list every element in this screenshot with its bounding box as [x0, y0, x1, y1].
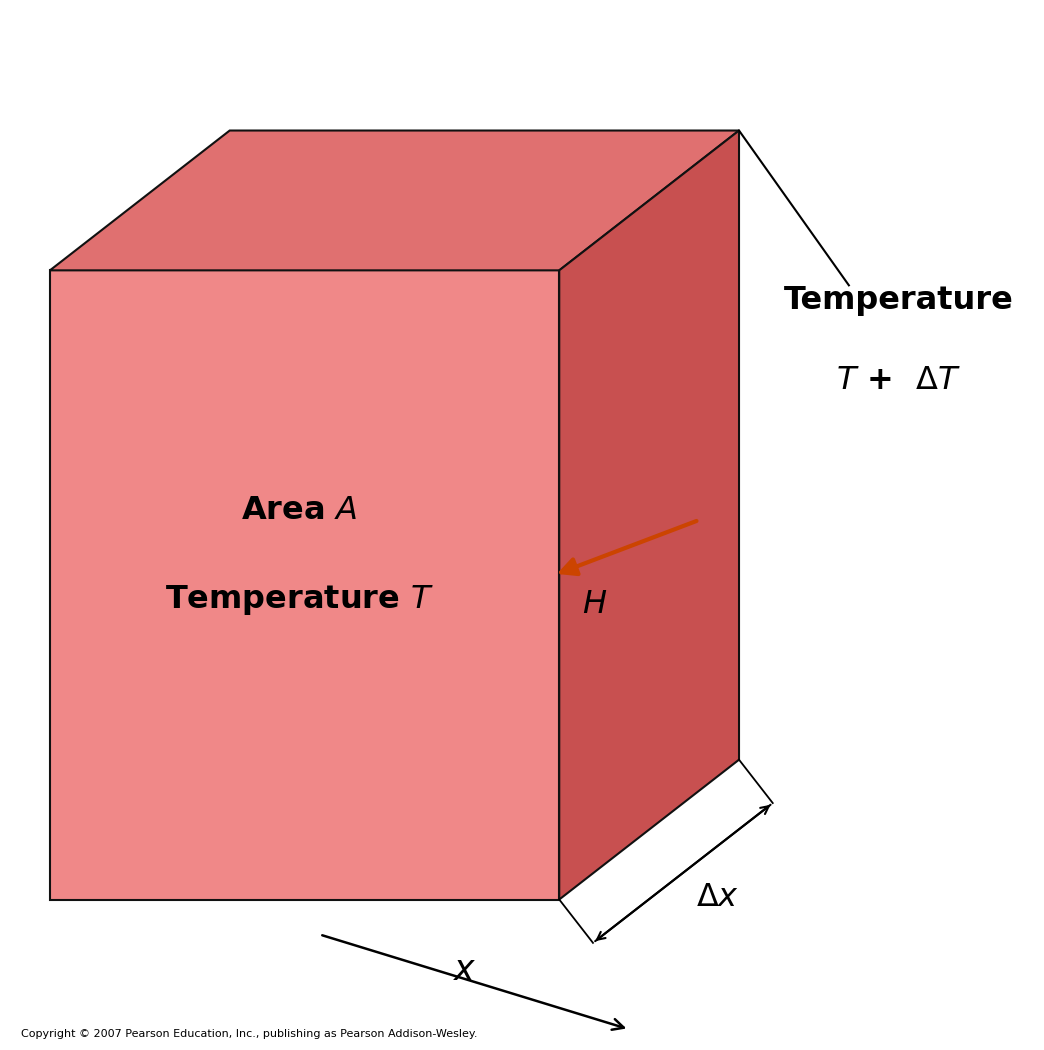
Text: Area $\mathit{A}$: Area $\mathit{A}$	[241, 495, 358, 525]
Text: $\mathit{T}$ +  $\Delta\mathit{T}$: $\mathit{T}$ + $\Delta\mathit{T}$	[836, 364, 962, 396]
Text: Temperature: Temperature	[784, 285, 1014, 316]
Text: Copyright © 2007 Pearson Education, Inc., publishing as Pearson Addison-Wesley.: Copyright © 2007 Pearson Education, Inc.…	[21, 1029, 477, 1038]
Text: $\mathit{x}$: $\mathit{x}$	[452, 953, 476, 987]
Polygon shape	[50, 270, 560, 900]
Polygon shape	[560, 130, 739, 900]
Text: $\Delta \mathit{x}$: $\Delta \mathit{x}$	[696, 882, 739, 914]
Polygon shape	[50, 130, 739, 270]
Text: $\mathit{H}$: $\mathit{H}$	[582, 589, 607, 621]
Text: Temperature $\mathit{T}$: Temperature $\mathit{T}$	[165, 583, 434, 617]
